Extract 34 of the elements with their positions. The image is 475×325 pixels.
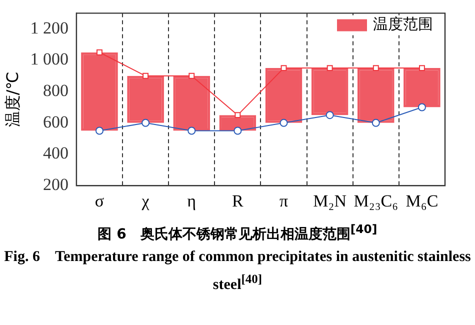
y-tick-label: 1 200 (30, 18, 68, 38)
point (280, 118, 288, 127)
x-tick-label: M₂₃C₆ (354, 191, 398, 210)
x-tick-label: σ (94, 191, 104, 210)
x-tick-label: M₂N (313, 191, 346, 210)
point (96, 49, 102, 56)
point (326, 111, 334, 120)
x-tick-label: M₆C (406, 191, 438, 210)
point (142, 118, 150, 127)
point (280, 65, 287, 72)
point (372, 118, 380, 127)
point (372, 65, 379, 72)
point (418, 103, 426, 112)
point (188, 72, 195, 79)
y-tick-label: 600 (42, 112, 68, 132)
legend-label: 温度范围 (373, 15, 433, 34)
y-tick-label: 800 (42, 81, 68, 100)
y-tick-label: 1 000 (30, 50, 68, 69)
y-tick-label: 200 (42, 175, 68, 194)
x-tick-label: π (279, 191, 288, 210)
text: 图 6 奥氏体不锈钢常见析出相温度范围$^{[40]}$ (96, 221, 378, 245)
point (234, 126, 242, 135)
y-tick-label: 400 (42, 144, 68, 163)
point (418, 65, 425, 72)
point (142, 72, 149, 79)
y-axis-title: 温度/℃ (2, 72, 22, 128)
x-tick-label: η (187, 191, 196, 210)
point (326, 65, 333, 72)
x-tick-label: χ (140, 191, 150, 210)
text: Fig. 6 Temperature range of common precipitates in austenitic stainless steel$^{[40]}$ (3, 248, 472, 295)
point (234, 112, 241, 118)
x-tick-label: R (232, 191, 244, 210)
point (95, 126, 104, 135)
point (188, 126, 196, 135)
